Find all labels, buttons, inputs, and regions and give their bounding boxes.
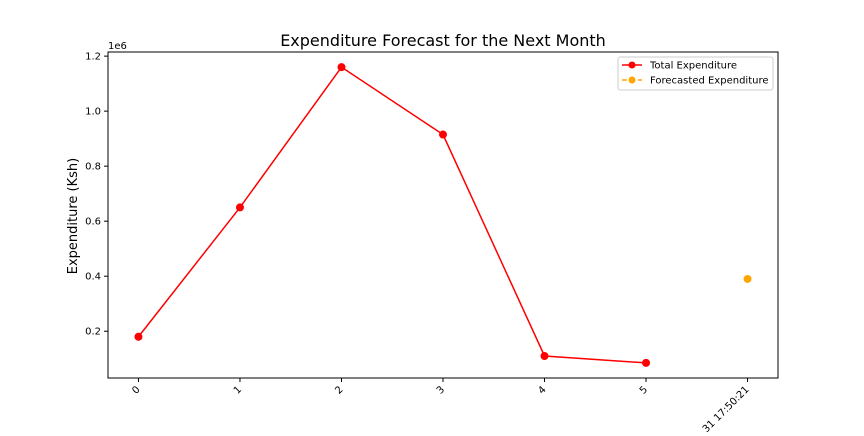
chart-title: Expenditure Forecast for the Next Month — [280, 31, 606, 50]
y-tick-label: 1.2 — [85, 52, 101, 63]
y-tick-label: 0.6 — [85, 217, 101, 228]
y-tick-label: 1.0 — [85, 107, 101, 118]
series-line-0 — [137, 66, 647, 364]
legend-label-0: Total Expenditure — [649, 61, 737, 72]
legend-marker-1 — [628, 76, 636, 84]
series-0-point — [642, 358, 651, 367]
y-tick-label: 0.2 — [85, 327, 101, 338]
x-tick-label: 1 — [232, 384, 244, 396]
series-0-point — [235, 203, 244, 212]
y-axis-offset-label: 1e6 — [108, 41, 127, 52]
y-tick-label: 0.8 — [85, 162, 101, 173]
series-0-point — [134, 332, 143, 341]
plot-frame — [107, 51, 779, 379]
x-tick-label: 4 — [536, 384, 548, 396]
y-tick-label: 0.4 — [85, 272, 101, 283]
legend-box — [617, 56, 774, 91]
x-tick-label: 5 — [638, 384, 650, 396]
x-axis-ticks: 0 1 2 3 4 5 31 17:50:21 — [130, 378, 752, 435]
legend-label-1: Forecasted Expenditure — [650, 76, 769, 87]
series-0-point — [540, 351, 549, 360]
x-tick-label: 31 17:50:21 — [701, 384, 752, 432]
y-axis-label: Expenditure (Ksh) — [66, 158, 81, 274]
x-tick-label: 3 — [435, 384, 447, 396]
x-tick-label: 2 — [333, 384, 345, 396]
series-layer — [134, 63, 752, 367]
legend: Total Expenditure Forecasted Expenditure — [617, 56, 774, 91]
series-0-point — [439, 130, 447, 139]
y-axis-ticks: 0.2 0.4 0.6 0.8 1.0 1.2 — [85, 52, 108, 338]
legend-marker-0 — [628, 61, 636, 69]
series-0-point — [337, 63, 346, 72]
x-tick-label: 0 — [130, 384, 142, 396]
series-1-point — [743, 274, 752, 283]
